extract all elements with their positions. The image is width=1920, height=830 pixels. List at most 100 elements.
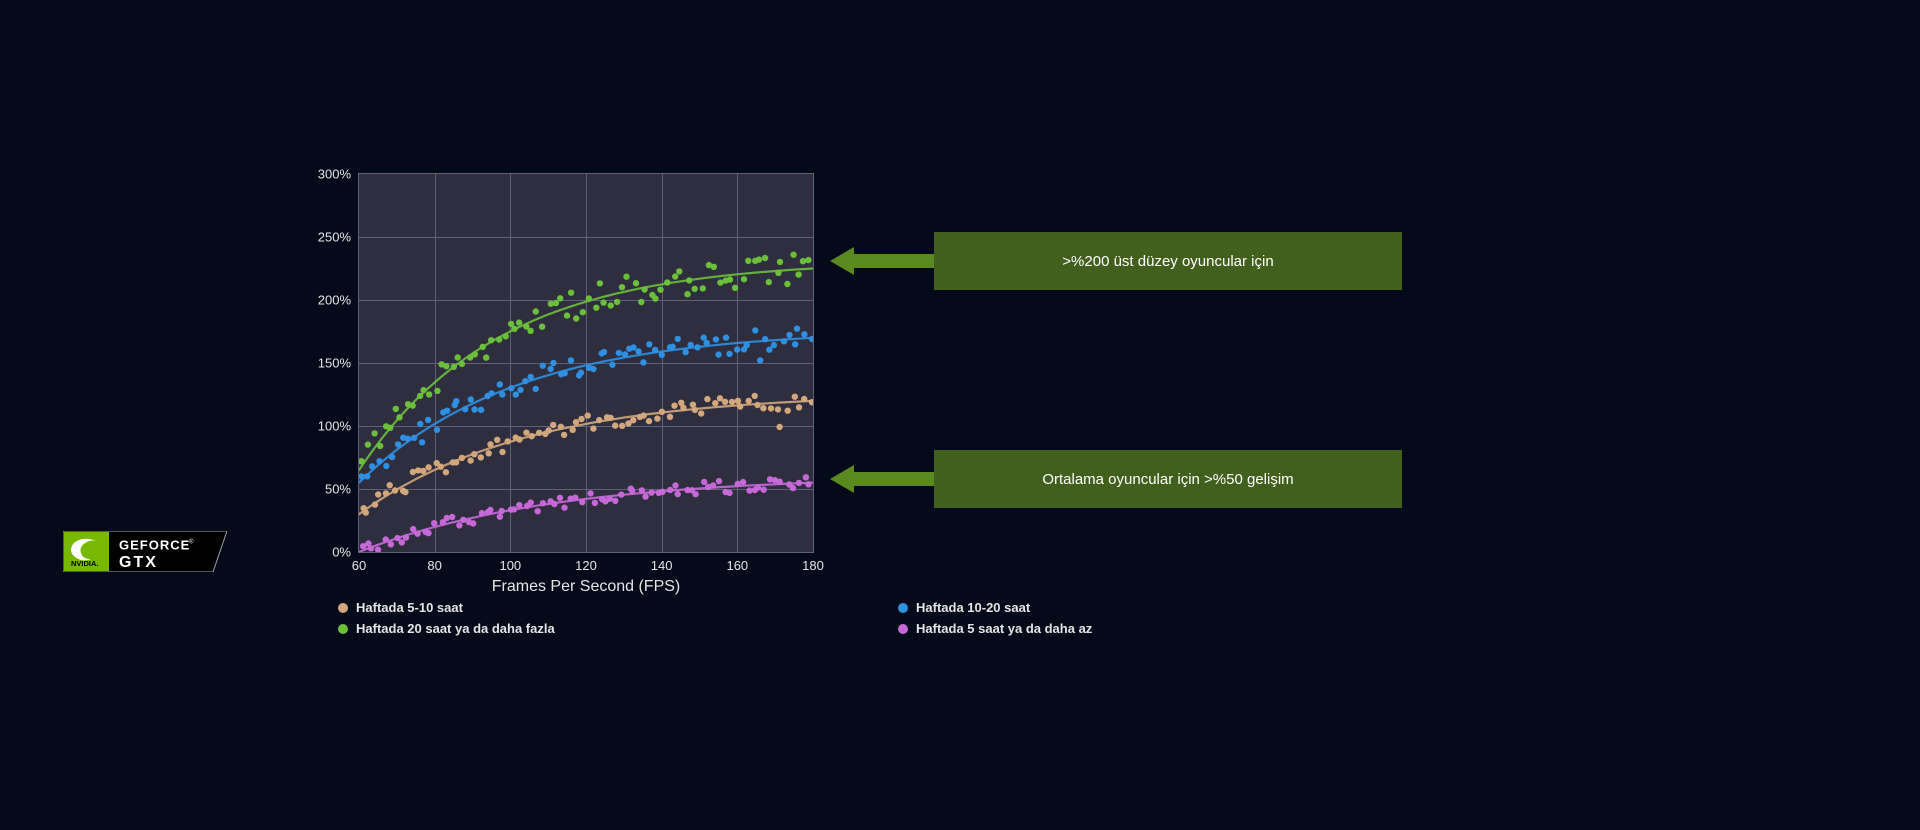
data-point xyxy=(393,406,399,412)
data-point xyxy=(649,292,655,298)
data-point xyxy=(546,427,552,433)
data-point xyxy=(576,372,582,378)
data-point xyxy=(361,505,367,511)
data-point xyxy=(792,394,798,400)
data-point xyxy=(741,346,747,352)
data-point xyxy=(511,506,517,512)
data-point xyxy=(671,403,677,409)
data-point xyxy=(794,326,800,332)
data-point xyxy=(762,336,768,342)
data-point xyxy=(796,480,802,486)
data-point xyxy=(652,347,658,353)
data-point xyxy=(744,342,750,348)
data-point xyxy=(471,406,477,412)
data-point xyxy=(394,535,400,541)
data-point xyxy=(528,499,534,505)
data-point xyxy=(775,406,781,412)
data-point xyxy=(529,433,535,439)
data-point xyxy=(672,482,678,488)
data-point xyxy=(542,431,548,437)
data-point xyxy=(405,436,411,442)
data-point xyxy=(516,319,522,325)
data-point xyxy=(689,487,695,493)
data-point xyxy=(592,500,598,506)
data-point xyxy=(444,515,450,521)
data-point xyxy=(547,366,553,372)
data-point xyxy=(796,404,802,410)
data-point xyxy=(455,354,461,360)
data-point xyxy=(785,408,791,414)
data-point xyxy=(528,374,534,380)
data-point xyxy=(801,396,807,402)
data-point xyxy=(741,276,747,282)
data-point xyxy=(692,407,698,413)
data-point xyxy=(558,371,564,377)
data-point xyxy=(548,301,554,307)
data-point xyxy=(686,277,692,283)
data-point xyxy=(711,264,717,270)
data-point xyxy=(602,498,608,504)
data-point xyxy=(523,430,529,436)
data-point xyxy=(578,369,584,375)
data-point xyxy=(471,451,477,457)
data-point xyxy=(487,507,493,513)
data-point xyxy=(694,344,700,350)
data-point xyxy=(646,418,652,424)
data-point xyxy=(626,346,632,352)
legend-dot-icon xyxy=(898,603,908,613)
data-point xyxy=(371,430,377,436)
gridline-horizontal xyxy=(359,300,813,301)
data-point xyxy=(376,458,382,464)
data-point xyxy=(726,351,732,357)
data-point xyxy=(795,271,801,277)
data-point xyxy=(425,464,431,470)
data-point xyxy=(642,493,648,499)
x-tick-label: 80 xyxy=(427,558,441,573)
data-point xyxy=(511,326,517,332)
data-point xyxy=(766,279,772,285)
gridline-horizontal xyxy=(359,363,813,364)
callout-arrow-bottom xyxy=(830,463,934,495)
legend-item-magenta: Haftada 5 saat ya da daha az xyxy=(898,621,1178,636)
data-point xyxy=(485,393,491,399)
data-point xyxy=(513,434,519,440)
data-point xyxy=(547,498,553,504)
data-point xyxy=(792,341,798,347)
data-point xyxy=(420,387,426,393)
data-point xyxy=(410,402,416,408)
data-point xyxy=(522,378,528,384)
data-point xyxy=(784,281,790,287)
data-point xyxy=(452,402,458,408)
data-point xyxy=(701,479,707,485)
y-tick-label: 250% xyxy=(318,230,351,245)
data-point xyxy=(466,519,472,525)
data-point xyxy=(533,386,539,392)
data-point xyxy=(368,545,374,551)
data-point xyxy=(369,463,375,469)
data-point xyxy=(786,481,792,487)
data-point xyxy=(389,454,395,460)
data-point xyxy=(680,405,686,411)
data-point xyxy=(641,286,647,292)
data-point xyxy=(800,258,806,264)
data-point xyxy=(503,333,509,339)
data-point xyxy=(524,503,530,509)
data-point xyxy=(654,415,660,421)
chart-container: Frames Per Second (FPS) 6080100120140160… xyxy=(358,173,814,553)
data-point xyxy=(698,410,704,416)
data-point xyxy=(440,409,446,415)
data-point xyxy=(710,482,716,488)
data-point xyxy=(561,505,567,511)
data-point xyxy=(572,495,578,501)
data-point xyxy=(704,396,710,402)
data-point xyxy=(488,337,494,343)
legend-label: Haftada 5-10 saat xyxy=(356,600,463,615)
data-point xyxy=(667,414,673,420)
data-point xyxy=(387,482,393,488)
nvidia-geforce-gtx-logo: NVIDIA.GEFORCE®GTX xyxy=(63,531,227,577)
data-point xyxy=(669,344,675,350)
legend-dot-icon xyxy=(338,624,348,634)
data-point xyxy=(604,414,610,420)
data-point xyxy=(607,415,613,421)
data-point xyxy=(618,491,624,497)
